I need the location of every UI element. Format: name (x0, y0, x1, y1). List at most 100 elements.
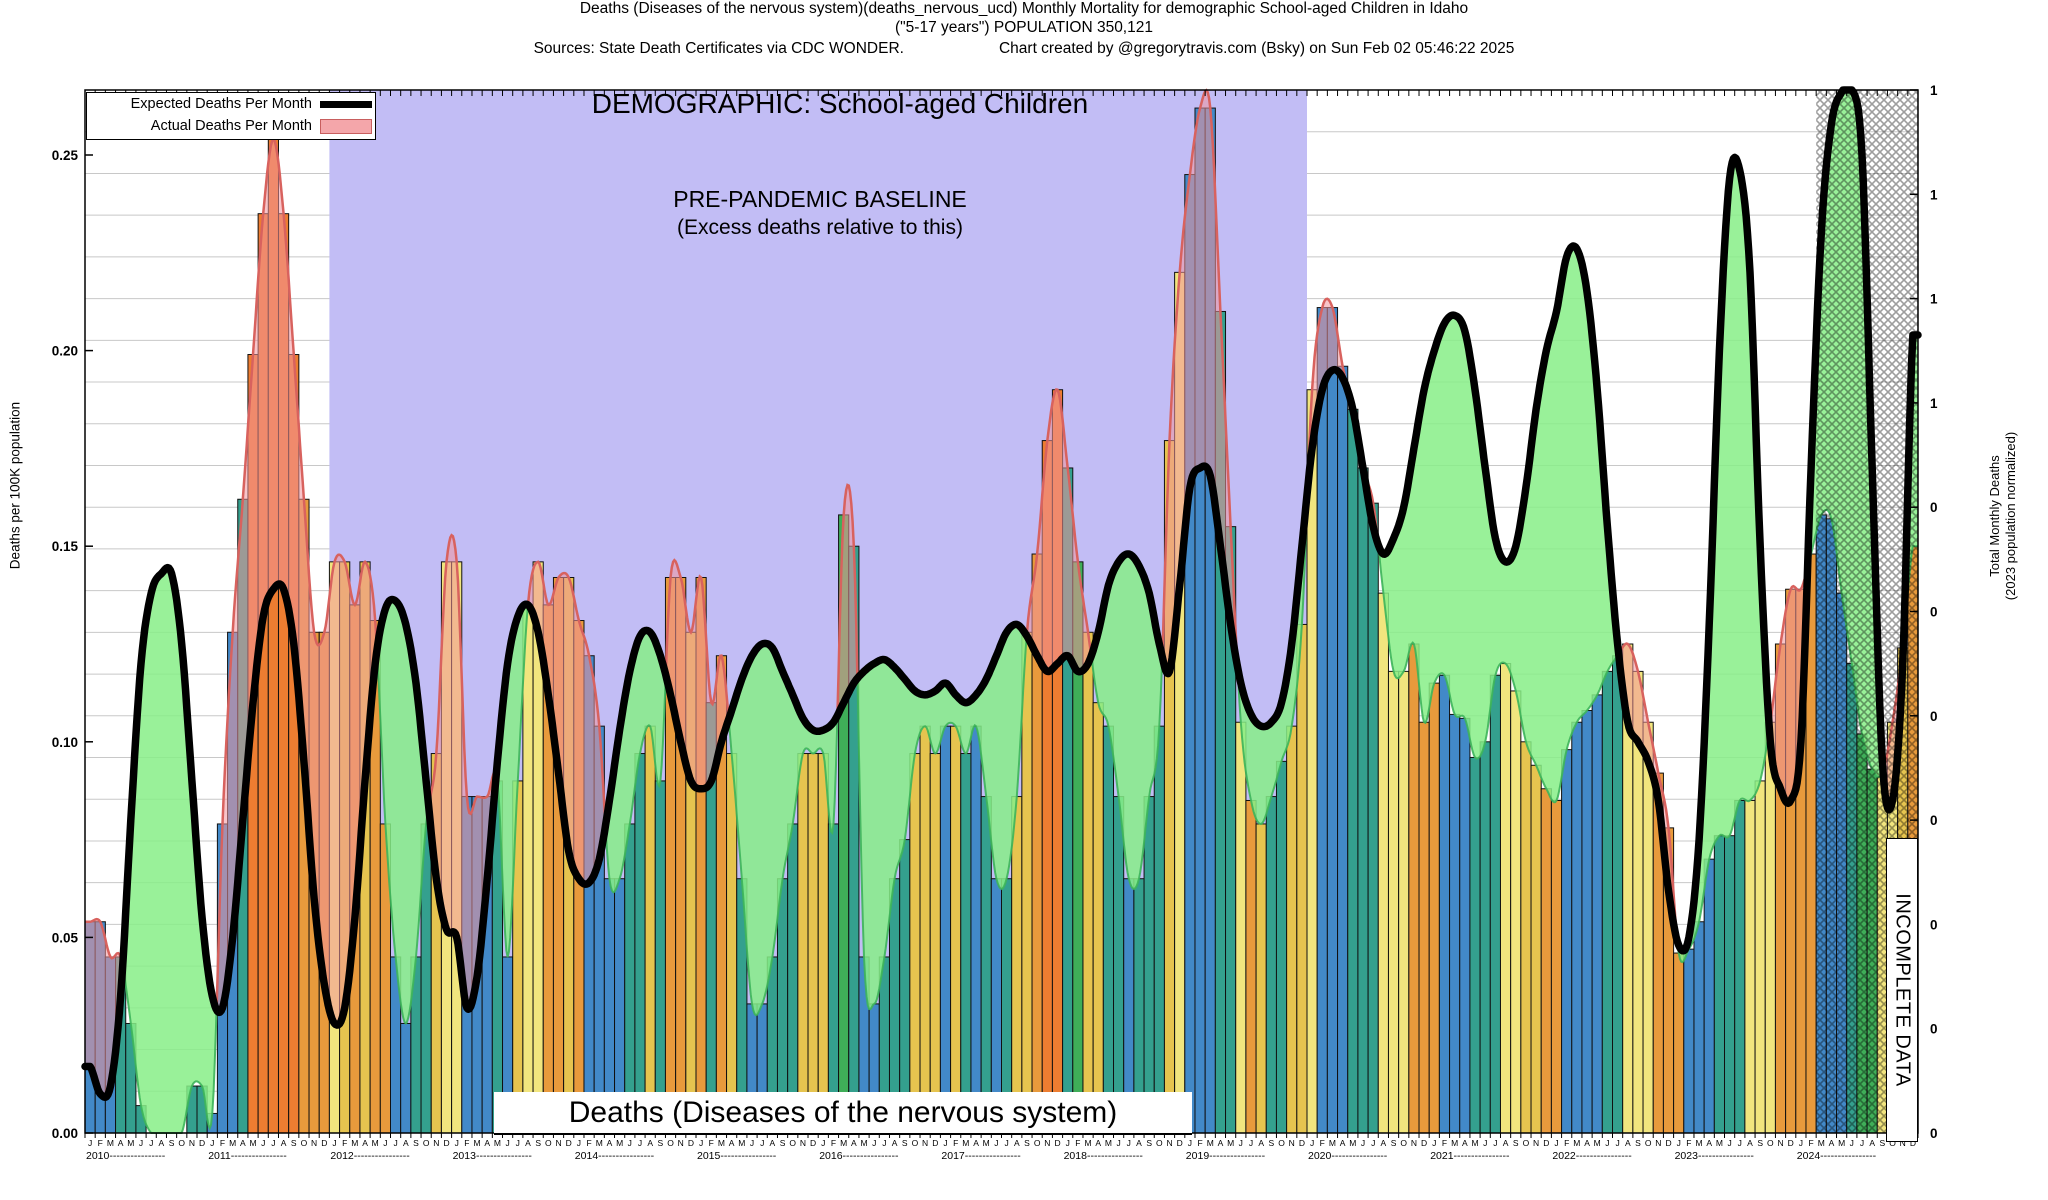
svg-text:J: J (1677, 1138, 1681, 1148)
svg-text:A: A (729, 1138, 735, 1148)
svg-text:1: 1 (1930, 396, 1938, 411)
svg-text:2020----------------: 2020---------------- (1308, 1150, 1388, 1162)
svg-text:S: S (1513, 1138, 1519, 1148)
svg-text:M: M (1573, 1138, 1580, 1148)
svg-text:D: D (810, 1138, 816, 1148)
svg-text:A: A (1706, 1138, 1712, 1148)
svg-text:D: D (1054, 1138, 1060, 1148)
svg-text:F: F (953, 1138, 958, 1148)
svg-text:A: A (1747, 1138, 1753, 1148)
svg-text:J: J (139, 1138, 143, 1148)
demographic-annotation: DEMOGRAPHIC: School-aged Children (591, 88, 1089, 119)
svg-text:A: A (607, 1138, 613, 1148)
sources-text: Sources: State Death Certificates via CD… (533, 40, 904, 57)
svg-text:M: M (351, 1138, 358, 1148)
svg-text:A: A (770, 1138, 776, 1148)
svg-text:M: M (738, 1138, 745, 1148)
legend-row-actual: Actual Deaths Per Month (87, 115, 375, 137)
svg-text:M: M (127, 1138, 134, 1148)
svg-text:D: D (1299, 1138, 1305, 1148)
svg-text:J: J (455, 1138, 459, 1148)
svg-text:J: J (261, 1138, 265, 1148)
svg-text:O: O (1767, 1138, 1774, 1148)
svg-text:J: J (1188, 1138, 1192, 1148)
svg-text:A: A (892, 1138, 898, 1148)
svg-text:S: S (1269, 1138, 1275, 1148)
svg-text:M: M (229, 1138, 236, 1148)
svg-text:D: D (321, 1138, 327, 1148)
svg-text:0: 0 (1930, 605, 1938, 620)
svg-text:0.00: 0.00 (52, 1126, 78, 1141)
svg-text:0: 0 (1930, 500, 1938, 515)
svg-text:F: F (831, 1138, 836, 1148)
right-axis-title: Total Monthly Deaths (2023 population no… (1987, 371, 2019, 661)
svg-text:N: N (1289, 1138, 1295, 1148)
svg-text:0: 0 (1930, 1126, 1938, 1141)
svg-text:S: S (413, 1138, 419, 1148)
svg-text:M: M (1085, 1138, 1092, 1148)
svg-text:F: F (586, 1138, 591, 1148)
cause-of-death-label: Deaths (Diseases of the nervous system) (494, 1092, 1192, 1135)
svg-text:F: F (1686, 1138, 1691, 1148)
svg-text:J: J (699, 1138, 703, 1148)
legend-label-expected: Expected Deaths Per Month (130, 96, 312, 112)
svg-text:F: F (1808, 1138, 1813, 1148)
svg-text:A: A (1625, 1138, 1631, 1148)
svg-text:A: A (1095, 1138, 1101, 1148)
svg-text:M: M (249, 1138, 256, 1148)
svg-text:A: A (973, 1138, 979, 1148)
svg-text:F: F (1075, 1138, 1080, 1148)
svg-text:S: S (1024, 1138, 1030, 1148)
svg-text:M: M (596, 1138, 603, 1148)
svg-text:O: O (1645, 1138, 1652, 1148)
svg-text:2017----------------: 2017---------------- (941, 1150, 1021, 1162)
svg-text:J: J (1727, 1138, 1731, 1148)
svg-text:J: J (821, 1138, 825, 1148)
svg-text:D: D (1177, 1138, 1183, 1148)
svg-text:J: J (1605, 1138, 1609, 1148)
svg-text:0.15: 0.15 (52, 539, 79, 554)
svg-text:M: M (1471, 1138, 1478, 1148)
svg-text:O: O (912, 1138, 919, 1148)
svg-text:N: N (1044, 1138, 1050, 1148)
baseline-annotation-line2: (Excess deaths relative to this) (677, 216, 963, 239)
svg-text:1: 1 (1930, 292, 1938, 307)
legend-label-actual: Actual Deaths Per Month (150, 118, 312, 134)
svg-text:O: O (1889, 1138, 1896, 1148)
svg-text:A: A (362, 1138, 368, 1148)
svg-text:O: O (1400, 1138, 1407, 1148)
svg-text:M: M (494, 1138, 501, 1148)
svg-text:M: M (1227, 1138, 1234, 1148)
svg-text:A: A (1869, 1138, 1875, 1148)
svg-text:D: D (1421, 1138, 1427, 1148)
svg-text:J: J (1615, 1138, 1619, 1148)
svg-text:N: N (1533, 1138, 1539, 1148)
svg-text:D: D (1910, 1138, 1916, 1148)
svg-text:D: D (1543, 1138, 1549, 1148)
svg-text:M: M (1818, 1138, 1825, 1148)
svg-text:J: J (943, 1138, 947, 1148)
svg-text:F: F (342, 1138, 347, 1148)
svg-text:M: M (1594, 1138, 1601, 1148)
svg-text:M: M (1696, 1138, 1703, 1148)
svg-text:N: N (922, 1138, 928, 1148)
svg-text:0: 0 (1930, 813, 1938, 828)
svg-text:J: J (1554, 1138, 1558, 1148)
svg-text:J: J (1310, 1138, 1314, 1148)
svg-text:A: A (1381, 1138, 1387, 1148)
svg-text:D: D (443, 1138, 449, 1148)
svg-text:2021----------------: 2021---------------- (1430, 1150, 1510, 1162)
svg-text:A: A (403, 1138, 409, 1148)
svg-text:J: J (505, 1138, 509, 1148)
svg-text:J: J (638, 1138, 642, 1148)
svg-text:F: F (1564, 1138, 1569, 1148)
actual-bar-swatch (320, 118, 372, 134)
svg-text:S: S (169, 1138, 175, 1148)
svg-text:O: O (545, 1138, 552, 1148)
svg-text:A: A (1462, 1138, 1468, 1148)
svg-text:J: J (1127, 1138, 1131, 1148)
svg-text:S: S (780, 1138, 786, 1148)
svg-text:2012----------------: 2012---------------- (330, 1150, 410, 1162)
svg-text:N: N (1166, 1138, 1172, 1148)
